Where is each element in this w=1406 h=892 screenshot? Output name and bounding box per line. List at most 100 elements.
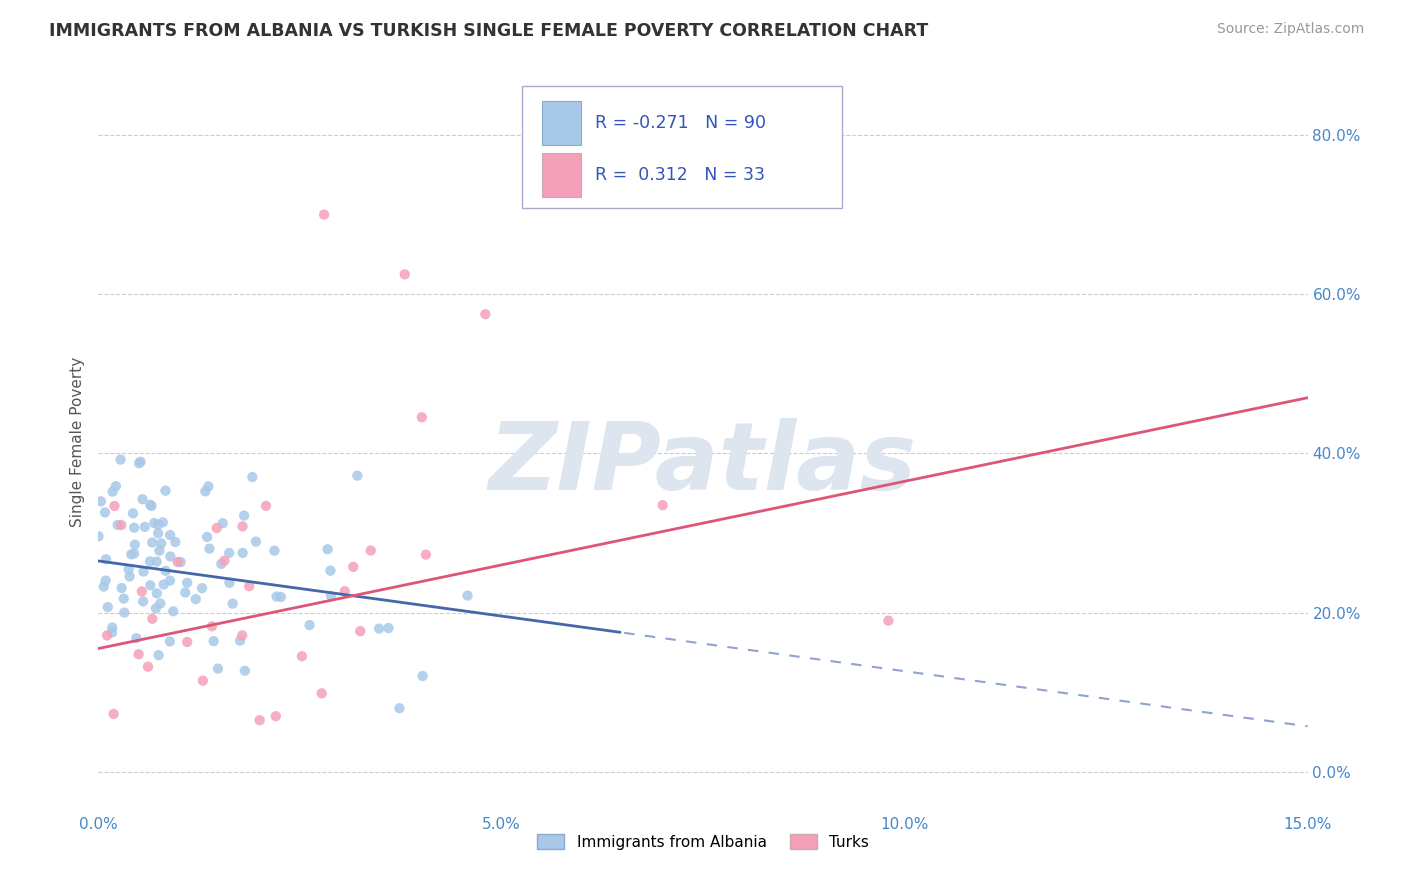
Point <box>176 575 198 590</box>
Point <box>112 591 135 606</box>
Point <box>149 597 172 611</box>
Point <box>211 516 233 531</box>
Point <box>202 634 225 648</box>
Point <box>169 555 191 569</box>
Point <box>145 601 167 615</box>
Point <box>388 701 411 715</box>
Point <box>94 505 117 519</box>
Point <box>270 590 292 604</box>
Point <box>207 662 229 676</box>
Point <box>145 586 167 600</box>
Point <box>159 634 181 648</box>
Point <box>201 619 224 633</box>
Point <box>145 555 167 569</box>
Point <box>152 516 174 530</box>
Text: ZIPatlas: ZIPatlas <box>489 417 917 509</box>
Point <box>139 498 162 512</box>
Point <box>128 647 150 661</box>
Point <box>122 547 145 561</box>
Point <box>141 535 163 549</box>
Legend: Immigrants from Albania, Turks: Immigrants from Albania, Turks <box>531 828 875 856</box>
Point <box>134 520 156 534</box>
Point <box>128 456 150 470</box>
Point <box>94 574 117 588</box>
Point <box>263 543 285 558</box>
Point <box>125 631 148 645</box>
Point <box>176 635 198 649</box>
Point <box>291 649 314 664</box>
Point <box>148 648 170 662</box>
Point <box>319 564 342 578</box>
Point <box>218 575 240 590</box>
Point <box>174 585 197 599</box>
Point <box>146 517 169 532</box>
Point <box>474 307 496 321</box>
Point <box>184 592 207 607</box>
Point <box>107 517 129 532</box>
Point <box>97 600 120 615</box>
Point <box>143 516 166 530</box>
Point <box>101 625 124 640</box>
Point <box>122 521 145 535</box>
Point <box>139 578 162 592</box>
Point <box>233 664 256 678</box>
Point <box>221 597 243 611</box>
Point <box>231 628 253 642</box>
Point <box>159 549 181 564</box>
Point <box>394 268 416 282</box>
Point <box>129 455 152 469</box>
Point <box>877 614 900 628</box>
Point <box>319 589 342 603</box>
Point <box>166 555 188 569</box>
Point <box>415 548 437 562</box>
Point <box>205 521 228 535</box>
Point <box>101 621 124 635</box>
Point <box>146 526 169 541</box>
Point <box>94 552 117 566</box>
Point <box>245 534 267 549</box>
Point <box>457 589 479 603</box>
Point <box>101 484 124 499</box>
Point <box>266 590 288 604</box>
Point <box>342 559 364 574</box>
Point <box>90 494 112 508</box>
Text: R = -0.271   N = 90: R = -0.271 N = 90 <box>595 114 766 132</box>
Point <box>249 713 271 727</box>
Point <box>120 548 142 562</box>
FancyBboxPatch shape <box>543 153 581 197</box>
Point <box>139 554 162 568</box>
Point <box>231 519 253 533</box>
Point <box>360 543 382 558</box>
FancyBboxPatch shape <box>522 87 842 209</box>
Point <box>150 536 173 550</box>
Point <box>96 628 118 642</box>
Point <box>316 542 339 557</box>
Point <box>198 541 221 556</box>
Point <box>333 584 356 599</box>
Point <box>111 581 134 595</box>
Point <box>152 577 174 591</box>
Point <box>110 452 132 467</box>
Point <box>132 594 155 608</box>
Point <box>194 484 217 499</box>
Point <box>240 470 263 484</box>
Point <box>412 669 434 683</box>
Point <box>209 557 232 571</box>
Point <box>298 618 321 632</box>
Point <box>112 606 135 620</box>
Point <box>136 659 159 673</box>
Point <box>93 580 115 594</box>
Text: R =  0.312   N = 33: R = 0.312 N = 33 <box>595 166 765 184</box>
Point <box>159 574 181 588</box>
Point <box>197 479 219 493</box>
Point <box>238 579 260 593</box>
Point <box>118 562 141 576</box>
Point <box>103 706 125 721</box>
Point <box>195 530 218 544</box>
Point <box>87 529 110 543</box>
Point <box>377 621 399 635</box>
Point <box>368 622 391 636</box>
Point <box>314 208 336 222</box>
Point <box>218 546 240 560</box>
Point <box>232 546 254 560</box>
